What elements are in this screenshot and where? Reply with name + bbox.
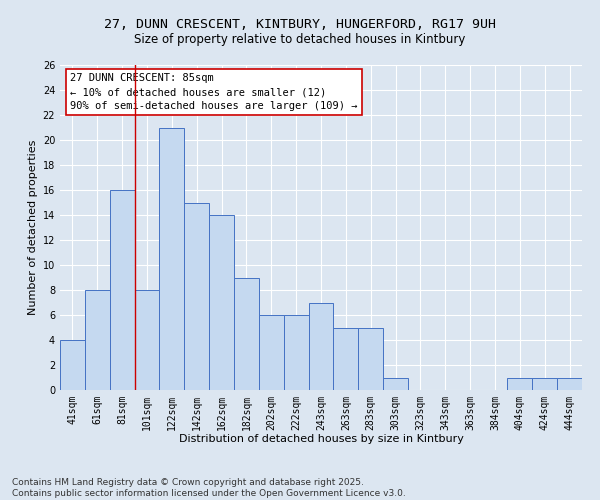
Bar [508, 378, 532, 390]
Bar [532, 378, 557, 390]
Bar [358, 328, 383, 390]
Bar [284, 315, 308, 390]
Text: Contains HM Land Registry data © Crown copyright and database right 2025.
Contai: Contains HM Land Registry data © Crown c… [12, 478, 406, 498]
X-axis label: Distribution of detached houses by size in Kintbury: Distribution of detached houses by size … [179, 434, 463, 444]
Bar [184, 202, 209, 390]
Text: 27 DUNN CRESCENT: 85sqm
← 10% of detached houses are smaller (12)
90% of semi-de: 27 DUNN CRESCENT: 85sqm ← 10% of detache… [70, 73, 358, 111]
Bar [134, 290, 160, 390]
Bar [557, 378, 582, 390]
Bar [259, 315, 284, 390]
Bar [234, 278, 259, 390]
Y-axis label: Number of detached properties: Number of detached properties [28, 140, 38, 315]
Bar [334, 328, 358, 390]
Bar [160, 128, 184, 390]
Text: 27, DUNN CRESCENT, KINTBURY, HUNGERFORD, RG17 9UH: 27, DUNN CRESCENT, KINTBURY, HUNGERFORD,… [104, 18, 496, 30]
Bar [308, 302, 334, 390]
Bar [60, 340, 85, 390]
Bar [110, 190, 134, 390]
Bar [209, 215, 234, 390]
Bar [85, 290, 110, 390]
Text: Size of property relative to detached houses in Kintbury: Size of property relative to detached ho… [134, 32, 466, 46]
Bar [383, 378, 408, 390]
